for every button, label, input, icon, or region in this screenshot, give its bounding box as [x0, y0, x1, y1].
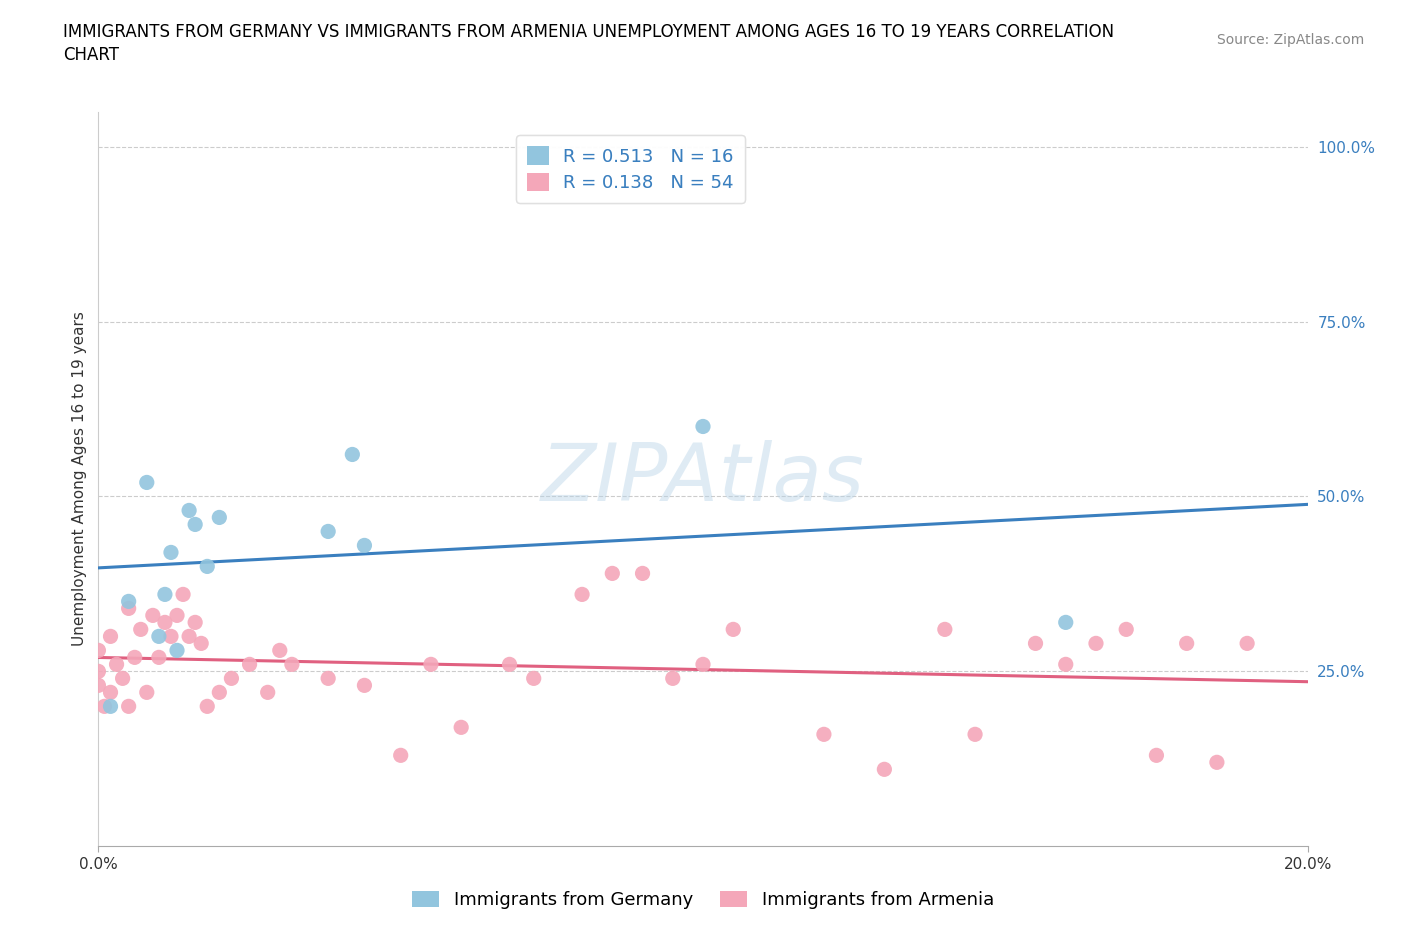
- Point: [1115, 622, 1137, 637]
- Point: [353, 538, 375, 552]
- Point: [166, 643, 188, 658]
- Point: [87, 678, 110, 693]
- Point: [498, 657, 520, 671]
- Text: ZIPAtlas: ZIPAtlas: [541, 440, 865, 518]
- Point: [342, 447, 364, 462]
- Point: [195, 699, 218, 714]
- Point: [148, 650, 170, 665]
- Point: [190, 636, 212, 651]
- Point: [129, 622, 152, 637]
- Point: [1054, 615, 1077, 630]
- Point: [692, 657, 714, 671]
- Point: [124, 650, 146, 665]
- Point: [873, 762, 896, 777]
- Point: [1175, 636, 1198, 651]
- Point: [118, 601, 141, 616]
- Point: [148, 629, 170, 644]
- Text: Source: ZipAtlas.com: Source: ZipAtlas.com: [1216, 33, 1364, 46]
- Point: [153, 615, 176, 630]
- Point: [179, 629, 201, 644]
- Point: [100, 684, 122, 699]
- Point: [523, 671, 546, 685]
- Point: [179, 503, 201, 518]
- Point: [1144, 748, 1167, 763]
- Point: [208, 684, 231, 699]
- Y-axis label: Unemployment Among Ages 16 to 19 years: Unemployment Among Ages 16 to 19 years: [72, 312, 87, 646]
- Point: [100, 699, 122, 714]
- Point: [100, 629, 122, 644]
- Point: [160, 545, 183, 560]
- Point: [172, 587, 194, 602]
- Point: [135, 684, 157, 699]
- Point: [111, 671, 134, 685]
- Point: [269, 643, 291, 658]
- Point: [1085, 636, 1108, 651]
- Text: CHART: CHART: [63, 46, 120, 64]
- Point: [184, 615, 207, 630]
- Point: [281, 657, 304, 671]
- Legend: Immigrants from Germany, Immigrants from Armenia: Immigrants from Germany, Immigrants from…: [405, 884, 1001, 916]
- Point: [208, 510, 231, 525]
- Point: [87, 664, 110, 679]
- Point: [135, 475, 157, 490]
- Point: [105, 657, 128, 671]
- Point: [166, 608, 188, 623]
- Point: [571, 587, 593, 602]
- Text: IMMIGRANTS FROM GERMANY VS IMMIGRANTS FROM ARMENIA UNEMPLOYMENT AMONG AGES 16 TO: IMMIGRANTS FROM GERMANY VS IMMIGRANTS FR…: [63, 23, 1115, 41]
- Point: [160, 629, 183, 644]
- Point: [1206, 755, 1229, 770]
- Point: [692, 419, 714, 434]
- Point: [450, 720, 472, 735]
- Point: [934, 622, 956, 637]
- Point: [631, 566, 654, 581]
- Point: [87, 643, 110, 658]
- Point: [256, 684, 278, 699]
- Point: [965, 727, 987, 742]
- Point: [118, 699, 141, 714]
- Point: [195, 559, 218, 574]
- Point: [1236, 636, 1258, 651]
- Point: [420, 657, 443, 671]
- Point: [813, 727, 835, 742]
- Point: [661, 671, 683, 685]
- Point: [221, 671, 243, 685]
- Point: [316, 524, 339, 538]
- Point: [118, 594, 141, 609]
- Point: [184, 517, 207, 532]
- Point: [1054, 657, 1077, 671]
- Point: [239, 657, 262, 671]
- Legend: R = 0.513   N = 16, R = 0.138   N = 54: R = 0.513 N = 16, R = 0.138 N = 54: [516, 136, 745, 203]
- Point: [142, 608, 165, 623]
- Point: [316, 671, 339, 685]
- Point: [353, 678, 375, 693]
- Point: [153, 587, 176, 602]
- Point: [93, 699, 115, 714]
- Point: [1024, 636, 1046, 651]
- Point: [389, 748, 412, 763]
- Point: [723, 622, 745, 637]
- Point: [602, 566, 624, 581]
